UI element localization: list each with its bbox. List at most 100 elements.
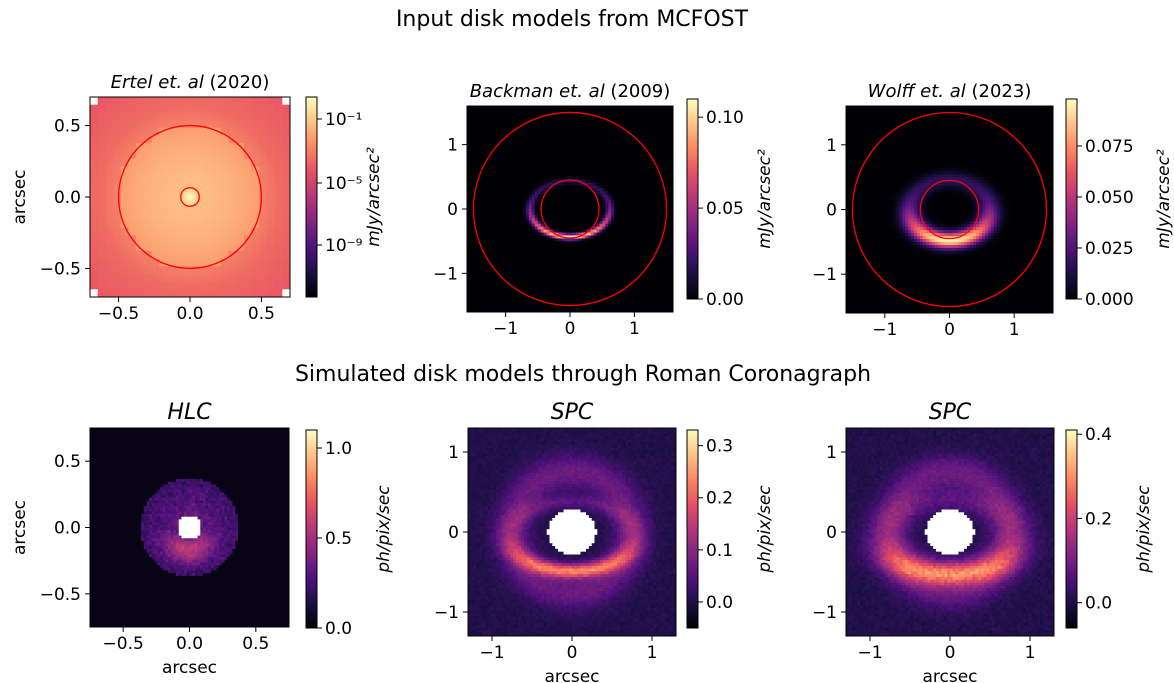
- y-tick-label: 0: [826, 201, 837, 221]
- panel-input-ertel: −0.5 0.0 0.5 −0.5 0.0 0.5 Ertel et. al (2020) a…: [10, 72, 384, 324]
- colorbar-label: mJy/arcsec²: [1154, 149, 1174, 249]
- colorbar-tick-label: 0.000: [1085, 290, 1134, 310]
- colorbar-tick-label: 0.0: [706, 593, 733, 613]
- x-tick-label: 0.0: [176, 634, 203, 654]
- heatmap-input-backman: [467, 106, 673, 312]
- panel-title-italic: SPC: [929, 400, 972, 425]
- panel-title: Ertel et. al (2020): [111, 72, 270, 93]
- y-tick-label: −0.5: [40, 585, 81, 605]
- panel-title-year: (2009): [605, 81, 671, 102]
- panel-title-year: (2023): [966, 81, 1032, 102]
- y-axis-label: arcsec: [10, 500, 30, 555]
- panel-title-italic: Ertel et. al: [111, 72, 204, 93]
- y-tick-label: 0.5: [54, 117, 81, 137]
- y-axis-label: arcsec: [10, 169, 30, 224]
- x-tick-label: −1: [493, 319, 518, 339]
- x-tick-label: 0: [565, 319, 576, 339]
- heatmap-sim-hlc: [90, 428, 289, 627]
- x-tick-label: 0.0: [176, 304, 203, 324]
- colorbar-sim-hlc: 0.0 0.5 1.0 ph/pix/sec: [305, 429, 394, 639]
- colorbar-tick-label: 0.00: [706, 290, 744, 310]
- panel-title: HLC: [167, 400, 212, 425]
- y-tick-label: −1: [433, 264, 458, 284]
- panel-title: Wolff et. al (2023): [868, 81, 1032, 102]
- colorbar-tick-label: 1.0: [325, 439, 352, 459]
- x-tick-label: −0.5: [103, 634, 144, 654]
- colorbar-label: ph/pix/sec: [755, 485, 775, 574]
- y-tick-label: 0.0: [54, 188, 81, 208]
- colorbar-tick-label: 10⁻¹: [325, 110, 362, 130]
- colorbar-bar: [1065, 429, 1078, 629]
- x-tick-label: 0: [567, 643, 578, 663]
- x-tick-label: −1: [857, 643, 882, 663]
- x-axis-label: arcsec: [544, 667, 599, 683]
- colorbar-input-ertel: 10⁻¹ 10⁻⁵ 10⁻⁹ mJy/arcsec²: [305, 96, 384, 298]
- x-tick-label: −1: [872, 320, 897, 340]
- panel-title: Backman et. al (2009): [470, 81, 671, 102]
- panel-title-italic: Wolff et. al: [868, 81, 966, 102]
- colorbar-sim-spc-1: 0.0 0.1 0.2 0.3 ph/pix/sec: [686, 429, 775, 629]
- x-tick-label: 1: [629, 319, 640, 339]
- colorbar-tick-label: 0.5: [325, 529, 352, 549]
- colorbar-input-wolff: 0.000 0.025 0.050 0.075 mJy/arcsec²: [1065, 98, 1174, 310]
- y-tick-label: 0: [448, 523, 459, 543]
- heatmap-core: [100, 107, 280, 287]
- x-tick-label: 0.5: [242, 634, 269, 654]
- panels: −0.5 0.0 0.5 −0.5 0.0 0.5 Ertel et. al (2020) a…: [10, 72, 1174, 683]
- colorbar-tick-label: 0.2: [1085, 509, 1112, 529]
- heatmap-sim-spc-1: [468, 428, 676, 636]
- heatmap-input-ertel: [90, 97, 290, 297]
- heatmap-sim-spc-2: [846, 428, 1054, 636]
- x-tick-label: 1: [647, 643, 658, 663]
- x-tick-label: 0: [944, 320, 955, 340]
- y-tick-label: 1: [448, 443, 459, 463]
- colorbar-tick-label: 0.4: [1085, 425, 1112, 445]
- x-tick-label: 1: [1009, 320, 1020, 340]
- colorbar-tick-label: 0.0: [1085, 594, 1112, 614]
- x-axis-label: arcsec: [162, 658, 217, 678]
- y-tick-label: 0: [826, 523, 837, 543]
- annotation-ring-0: [540, 179, 600, 239]
- colorbar-input-backman: 0.00 0.05 0.10 mJy/arcsec²: [686, 98, 775, 310]
- y-tick-label: 1: [826, 136, 837, 156]
- y-tick-label: 1: [447, 136, 458, 156]
- colorbar-tick-label: 0.050: [1085, 188, 1134, 208]
- y-tick-label: −1: [434, 603, 459, 623]
- panel-sim-spc-2: −1 0 1 −1 0 1 SPC arcsec 0.0 0.2 0.4 ph/pix/sec: [812, 400, 1154, 683]
- colorbar-tick-label: 10⁻⁹: [325, 236, 363, 256]
- y-tick-label: 0: [447, 200, 458, 220]
- colorbar-label: ph/pix/sec: [374, 485, 394, 574]
- panel-title-italic: HLC: [167, 400, 212, 425]
- colorbar-label: mJy/arcsec²: [364, 147, 384, 247]
- y-tick-label: 1: [826, 443, 837, 463]
- annotation-ring-1: [472, 111, 668, 307]
- colorbar-tick-label: 0.10: [706, 108, 744, 128]
- panel-title-italic: SPC: [551, 400, 594, 425]
- colorbar-bar: [1065, 98, 1078, 300]
- panel-sim-hlc: −0.5 0.0 0.5 −0.5 0.0 0.5 HLC arcsec arcsec 0.0 0.…: [10, 400, 394, 678]
- panel-title-italic: Backman et. al: [470, 81, 605, 102]
- panel-title: SPC: [929, 400, 972, 425]
- figure-bottom-title: Simulated disk models through Roman Coro…: [295, 362, 871, 387]
- colorbar-bar: [305, 96, 318, 298]
- colorbar-tick-label: 0.1: [706, 541, 733, 561]
- colorbar-bar: [305, 429, 318, 629]
- colorbar-tick-label: 0.0: [325, 619, 352, 639]
- colorbar-sim-spc-2: 0.0 0.2 0.4 ph/pix/sec: [1065, 425, 1154, 629]
- y-tick-label: 0.5: [54, 452, 81, 472]
- figure-top-title: Input disk models from MCFOST: [396, 7, 749, 32]
- colorbar-tick-label: 10⁻⁵: [325, 174, 362, 194]
- colorbar-tick-label: 0.05: [706, 199, 744, 219]
- panel-title: SPC: [551, 400, 594, 425]
- y-tick-label: −1: [812, 603, 837, 623]
- colorbar-tick-label: 0.3: [706, 437, 733, 457]
- x-axis-label: arcsec: [922, 667, 977, 683]
- panel-input-backman: −1 0 1 −1 0 1 Backman et. al (2009) 0.00 0.05 0.1…: [433, 81, 775, 339]
- colorbar-bar: [686, 429, 699, 629]
- colorbar-tick-label: 0.075: [1085, 137, 1134, 157]
- colorbar-bar: [686, 98, 699, 300]
- annotation-ring-0: [180, 187, 200, 207]
- heatmap-input-wolff: [846, 106, 1053, 313]
